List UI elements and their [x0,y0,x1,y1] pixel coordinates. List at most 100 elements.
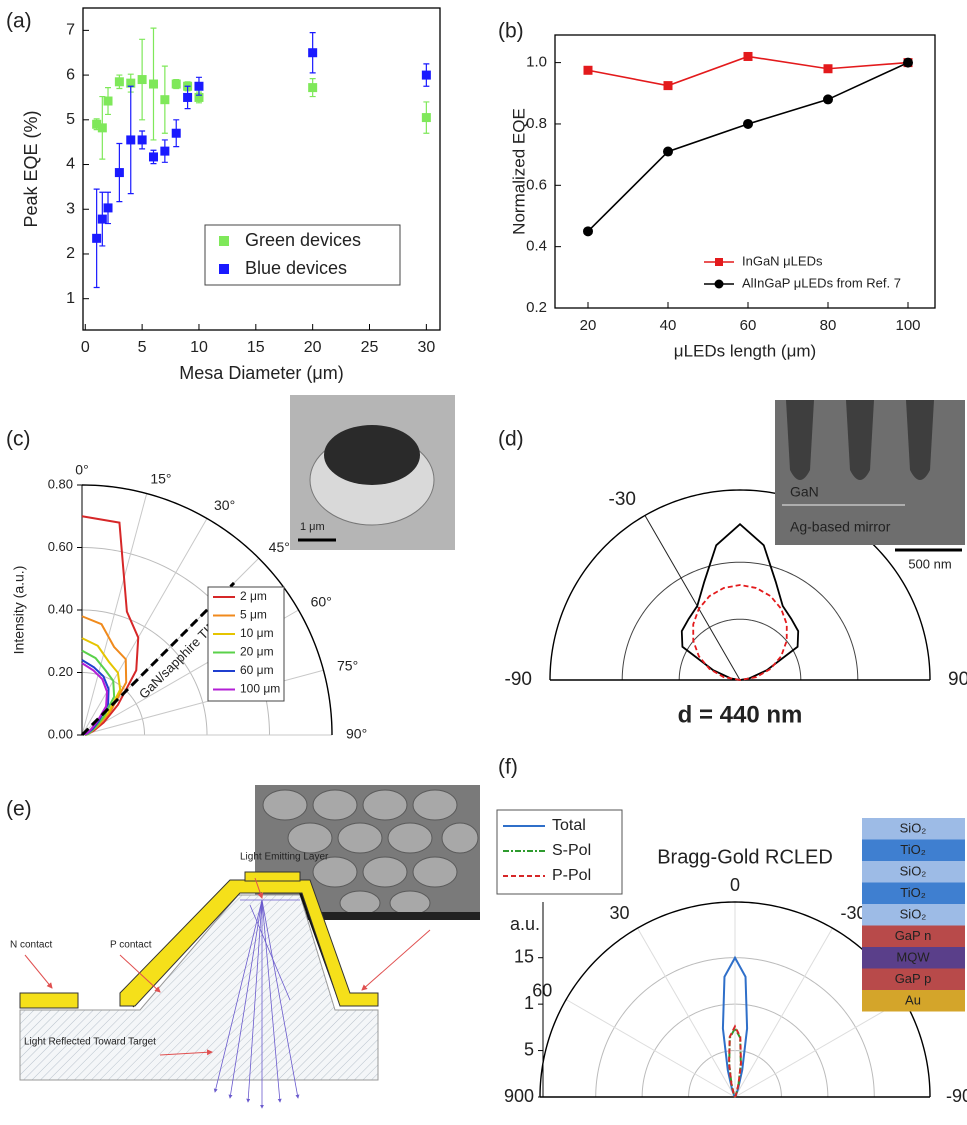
marker [823,94,833,105]
layer-label: MQW [896,949,930,964]
marker [663,81,673,91]
point [308,48,318,58]
x-tick-label: 10 [190,339,208,356]
marker [583,226,593,237]
angle-label: 30 [609,903,629,923]
grid-spoke [734,999,905,1098]
marker [743,118,753,129]
legend-label: Total [552,817,586,834]
x-tick-label: 30 [417,339,435,356]
substrate [19,894,379,1081]
legend-label: 5 μm [240,608,267,622]
angle-label: 60° [311,594,332,610]
legend-label: 2 μm [240,589,267,603]
layer [862,968,965,990]
legend-label: 20 μm [240,645,274,659]
layer-label: TiO₂ [900,885,926,900]
y-tick-label: 7 [66,22,75,39]
caption: d = 440 nm [678,701,803,728]
angle-label: -90 [505,669,532,690]
legend-label: 60 μm [240,663,274,677]
legend-label: 10 μm [240,626,274,640]
sem-pillar [786,400,814,480]
angle-label: 60 [532,980,552,1000]
layer-label: SiO₂ [900,863,927,878]
diagram-label: N contact [10,940,52,951]
panel-label: (e) [6,798,32,821]
point [126,78,136,88]
x-tick-label: 20 [304,339,322,356]
x-tick-label: 25 [361,339,379,356]
legend-box [204,224,401,286]
outer-arc [81,484,333,736]
y-tick-label: 0.8 [526,115,547,132]
inset-label: Ag-based mirror [790,519,891,535]
grid-spoke [637,927,736,1098]
panel-label: (f) [498,756,518,779]
diagram-label: P contact [110,940,152,951]
layer-label: TiO₂ [900,842,926,857]
marker [743,51,753,61]
angle-label: -30 [841,903,867,923]
point [160,95,170,105]
x-tick-label: 100 [895,317,920,334]
r-tick-label: 0.60 [48,539,73,554]
angle-label: 90 [504,1086,524,1106]
n-contact [19,992,79,1009]
point [171,79,181,89]
inset-label: GaN [790,484,819,500]
point [160,146,170,156]
y-axis-label: Peak EQE (%) [21,110,41,227]
grid-ring [678,618,802,681]
layer-label: Au [905,992,921,1007]
legend-marker [219,264,229,274]
layer [862,839,965,861]
y-tick-label: 2 [66,245,75,262]
legend-label: S-Pol [552,842,591,859]
point [97,214,107,224]
angle-label: 30° [214,497,235,513]
legend-label: InGaN μLEDs [742,253,823,268]
legend-label: P-Pol [552,867,591,884]
title: Bragg-Gold RCLED [657,846,833,868]
point [148,79,158,89]
grid-spoke [565,999,736,1098]
x-tick-label: 15 [247,339,265,356]
panel-label: (d) [498,428,524,451]
x-axis-label: Mesa Diameter (μm) [179,363,343,383]
r-axis-label: Intensity (a.u.) [11,566,27,655]
y-tick-label: 3 [66,200,75,217]
legend-marker [714,279,724,289]
x-tick-label: 5 [138,339,147,356]
diagram-label: Light Emitting Layer [240,852,329,863]
r-tick-label: 5 [524,1039,534,1059]
r-tick-label: 0.20 [48,664,73,679]
series-curve [680,522,800,681]
series-curve [728,1024,742,1098]
angle-label: 0 [730,875,740,895]
r-tick-label: 15 [514,946,534,966]
x-tick-label: 40 [660,317,677,334]
angle-label: 45° [269,539,290,555]
y-tick-label: 1 [66,290,75,307]
r-tick-label: 0.40 [48,601,73,616]
r-tick-label: 0.00 [48,726,73,741]
y-axis-label: Normalized EQE [509,108,528,235]
plot-frame [82,7,441,331]
layer [862,904,965,926]
layer-label: SiO₂ [900,906,927,921]
layer [862,818,965,840]
point [421,113,431,123]
series-curve [692,584,788,681]
point [183,92,193,102]
layer-label: SiO₂ [900,820,927,835]
panel-label: (b) [498,20,524,43]
angle-label: 90° [346,726,367,742]
point [92,119,102,129]
grid-spoke [81,518,208,736]
outer-arc [549,489,931,681]
r-tick-label: 0 [524,1086,534,1106]
r-unit: a.u. [510,914,540,934]
grid-spoke [81,493,148,736]
marker [583,65,593,75]
